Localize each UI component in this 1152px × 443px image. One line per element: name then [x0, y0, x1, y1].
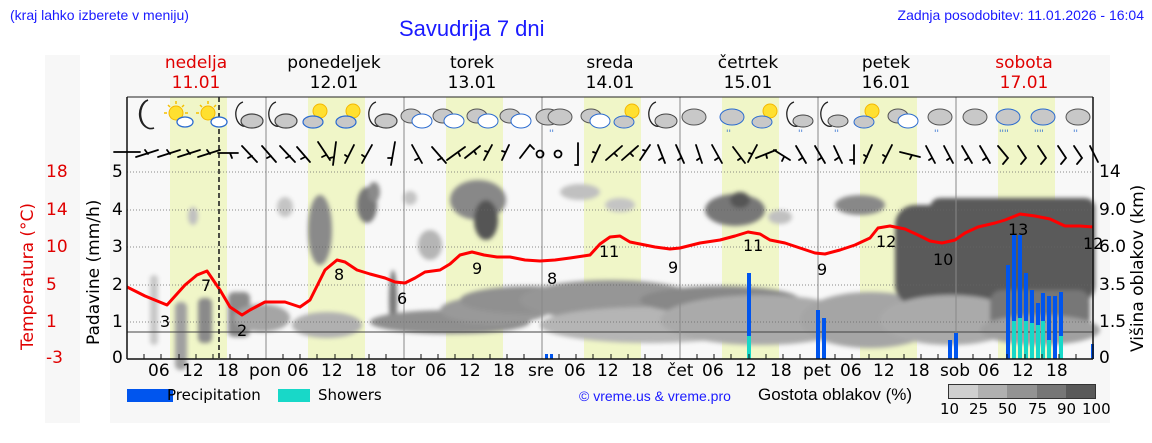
precip-tick: 0: [112, 348, 123, 368]
last-update: Zadnja posodobitev: 11.01.2026 - 16:04: [897, 7, 1144, 23]
cloudy-icon: [400, 108, 433, 129]
moon-cloud-icon: [648, 101, 678, 129]
svg-text:'': '': [834, 129, 839, 139]
cloudy-icon: [681, 108, 707, 126]
moon-cloud-icon: [368, 101, 398, 129]
svg-text:'': '': [726, 129, 731, 139]
precipitation-legend-swatch: [127, 389, 173, 402]
day-header-2: torek 13.01: [447, 53, 497, 93]
page-title: Savudrija 7 dni: [399, 16, 545, 41]
cloud-height-tick: 14: [1099, 162, 1121, 182]
location-hint-link[interactable]: (kraj lahko izberete v meniju): [10, 7, 189, 23]
precip-tick: 5: [112, 162, 123, 182]
temp-tick: 14: [46, 200, 68, 220]
svg-text:10: 10: [933, 250, 953, 269]
svg-text:9: 9: [817, 260, 827, 279]
svg-text:7: 7: [201, 276, 211, 295]
svg-text:'''': '''': [1034, 129, 1044, 139]
cloudy-icon: [499, 108, 532, 129]
day-header-3: sreda 14.01: [585, 53, 635, 93]
day-separators: [265, 97, 957, 359]
svg-text:13: 13: [1008, 220, 1028, 239]
sun-cloud-icon: [335, 103, 361, 129]
cloudy-drizzle-icon: '': [719, 108, 745, 139]
precip-tick: 3: [112, 237, 123, 257]
svg-text:6: 6: [397, 289, 407, 308]
cloudy-icon: [432, 108, 465, 129]
x-axis-ticks: [143, 354, 1077, 359]
showers-legend-swatch: [278, 389, 310, 402]
cloudy-icon: [962, 108, 988, 126]
moon-cloud-drizzle-icon: '': [786, 101, 814, 139]
cloud-height-tick: 6.0: [1099, 237, 1127, 257]
sun-cloud-icon: [751, 103, 778, 129]
cloud-height-tick: 3.5: [1099, 275, 1127, 295]
credit-link[interactable]: © vreme.us & vreme.pro: [579, 388, 731, 404]
svg-text:'': '': [549, 129, 554, 139]
sun-cloud-icon: [302, 103, 328, 129]
svg-text:8: 8: [547, 269, 557, 288]
cloud-density-ticks: 10 25 50 75 90 100: [940, 400, 1111, 418]
weather-icons: '' '' '' '' '' '''' '''' '': [138, 99, 1091, 139]
precipitation-legend-label: Precipitation: [167, 386, 261, 404]
day-header-1: ponedeljek 12.01: [287, 53, 381, 93]
showers-legend-label: Showers: [318, 386, 382, 404]
cloud-height-tick: 1.5: [1099, 312, 1127, 332]
precipitation-bars: [545, 235, 1094, 359]
cloudy-rain-icon: '''': [1030, 108, 1056, 139]
sun-cloud-icon: [853, 103, 880, 129]
cloudy-icon: [580, 108, 611, 129]
day-header-6: sobota 17.01: [995, 53, 1053, 93]
svg-text:'': '': [1073, 129, 1078, 139]
sun-small-cloud-icon: [164, 101, 194, 128]
svg-text:'''': '''': [999, 129, 1009, 139]
cloud-height-tick: 0: [1099, 348, 1110, 368]
sun-small-cloud-icon: [196, 101, 228, 128]
cloudy-icon: [466, 108, 499, 129]
moon-cloud-icon: [235, 101, 264, 129]
svg-text:3: 3: [160, 312, 170, 331]
svg-text:12: 12: [876, 232, 896, 251]
svg-text:'': '': [934, 129, 939, 139]
grid-lines: [127, 171, 1093, 323]
temperature-line: [126, 212, 1094, 317]
cloudy-drizzle-icon: '': [547, 108, 573, 139]
cloudy-drizzle-icon: '': [1065, 108, 1091, 139]
day-header-0: nedelja 11.01: [164, 53, 228, 93]
day-headers: nedelja 11.01 ponedeljek 12.01 torek 13.01 …: [126, 53, 1096, 95]
cloudy-rain-icon: '''': [995, 108, 1021, 139]
svg-text:'': '': [798, 129, 803, 139]
moon-cloud-icon: [268, 101, 298, 129]
moon-icon: [138, 99, 155, 130]
svg-text:8: 8: [334, 265, 344, 284]
precip-tick: 2: [112, 275, 123, 295]
cloud-height-tick: 9.0: [1099, 200, 1127, 220]
x-axis-labels: 06 12 18 pon 06 12 18 tor 06 12 18 sre 0…: [148, 361, 1068, 381]
svg-text:9: 9: [668, 258, 678, 277]
cloudy-drizzle-icon: '': [927, 108, 953, 139]
day-header-4: četrtek 15.01: [717, 53, 779, 93]
svg-text:11: 11: [743, 236, 763, 255]
svg-text:2: 2: [237, 321, 247, 340]
temp-tick: 10: [46, 237, 68, 257]
day-header-5: petek 16.01: [861, 53, 911, 93]
cloud-density-scale: [948, 384, 1096, 399]
temp-tick: 18: [46, 162, 68, 182]
svg-text:11: 11: [599, 242, 619, 261]
svg-text:9: 9: [472, 259, 482, 278]
precip-tick: 4: [112, 200, 123, 220]
temp-tick: 5: [46, 275, 57, 295]
temperature-value-labels: 3 7 2 8 6 9 8 11 9 11 9 12 10 13 12: [160, 220, 1103, 340]
moon-cloud-drizzle-icon: '': [820, 101, 849, 139]
wind-barbs: [113, 141, 1099, 166]
temp-axis-panel: [45, 55, 80, 423]
precip-tick: 1: [112, 312, 123, 332]
sun-cloud-icon: [613, 103, 640, 129]
cloudy-icon: [887, 108, 919, 129]
temp-tick: -3: [46, 348, 63, 368]
temp-tick: 1: [46, 312, 57, 332]
cloud-density-label: Gostota oblakov (%): [758, 385, 913, 404]
